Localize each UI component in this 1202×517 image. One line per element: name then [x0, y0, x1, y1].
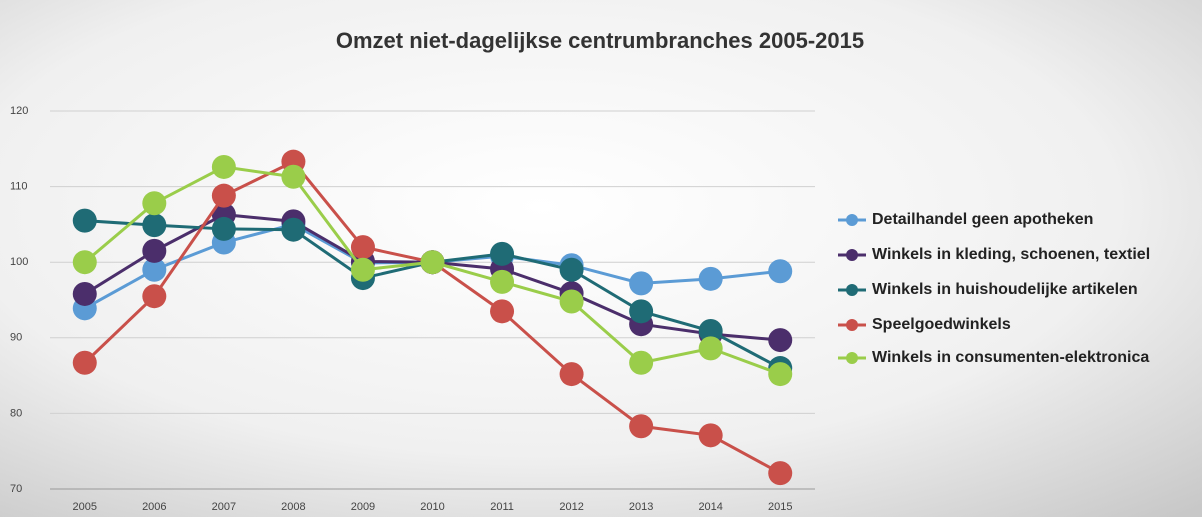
y-tick-label: 110: [10, 181, 28, 193]
point: [211, 154, 236, 179]
point: [559, 257, 584, 282]
point: [142, 257, 167, 282]
point: [698, 336, 723, 361]
point: [629, 271, 654, 296]
legend-label: Winkels in huishoudelijke artikelen: [872, 281, 1138, 298]
point: [72, 281, 97, 306]
x-tick-label: 2011: [490, 501, 514, 513]
point: [490, 299, 515, 324]
point: [698, 266, 723, 291]
point: [768, 259, 793, 284]
legend-label: Speelgoedwinkels: [872, 316, 1011, 333]
point: [768, 328, 793, 353]
legend-swatch: [846, 249, 858, 261]
x-tick-label: 2015: [768, 501, 792, 513]
point: [698, 318, 723, 343]
point: [490, 241, 515, 266]
x-tick-label: 2008: [281, 501, 305, 513]
y-tick-label: 70: [10, 483, 22, 495]
x-tick-label: 2013: [629, 501, 653, 513]
point: [768, 362, 793, 387]
x-tick-label: 2014: [698, 501, 722, 513]
point: [142, 191, 167, 216]
legend-swatch: [846, 214, 858, 226]
legend-swatch: [846, 319, 858, 331]
x-tick-label: 2009: [351, 501, 375, 513]
point: [142, 213, 167, 238]
point: [420, 250, 445, 275]
legend-label: Winkels in consumenten-elektronica: [872, 349, 1149, 366]
x-tick-label: 2005: [73, 501, 97, 513]
chart-title: Omzet niet-dagelijkse centrumbranches 20…: [336, 28, 864, 53]
y-tick-label: 100: [10, 256, 28, 268]
point: [629, 350, 654, 375]
point: [768, 461, 793, 486]
point: [629, 299, 654, 324]
point: [698, 423, 723, 448]
point: [281, 217, 306, 242]
x-tick-label: 2006: [142, 501, 166, 513]
x-tick-label: 2012: [559, 501, 583, 513]
legend-swatch: [846, 284, 858, 296]
x-tick-label: 2007: [212, 501, 236, 513]
point: [142, 284, 167, 309]
y-tick-label: 80: [10, 407, 22, 419]
point: [350, 257, 375, 282]
point: [350, 235, 375, 260]
point: [72, 208, 97, 233]
point: [559, 289, 584, 314]
point: [629, 414, 654, 439]
legend-swatch: [846, 352, 858, 364]
point: [281, 164, 306, 189]
x-tick-label: 2010: [420, 501, 444, 513]
point: [490, 269, 515, 294]
point: [211, 183, 236, 208]
y-tick-label: 120: [10, 105, 28, 117]
point: [72, 350, 97, 375]
y-tick-label: 90: [10, 332, 22, 344]
legend-label: Winkels in kleding, schoenen, textiel: [872, 246, 1150, 263]
point: [559, 362, 584, 387]
point: [211, 216, 236, 241]
point: [142, 238, 167, 263]
point: [72, 250, 97, 275]
legend-label: Detailhandel geen apotheken: [872, 211, 1093, 228]
